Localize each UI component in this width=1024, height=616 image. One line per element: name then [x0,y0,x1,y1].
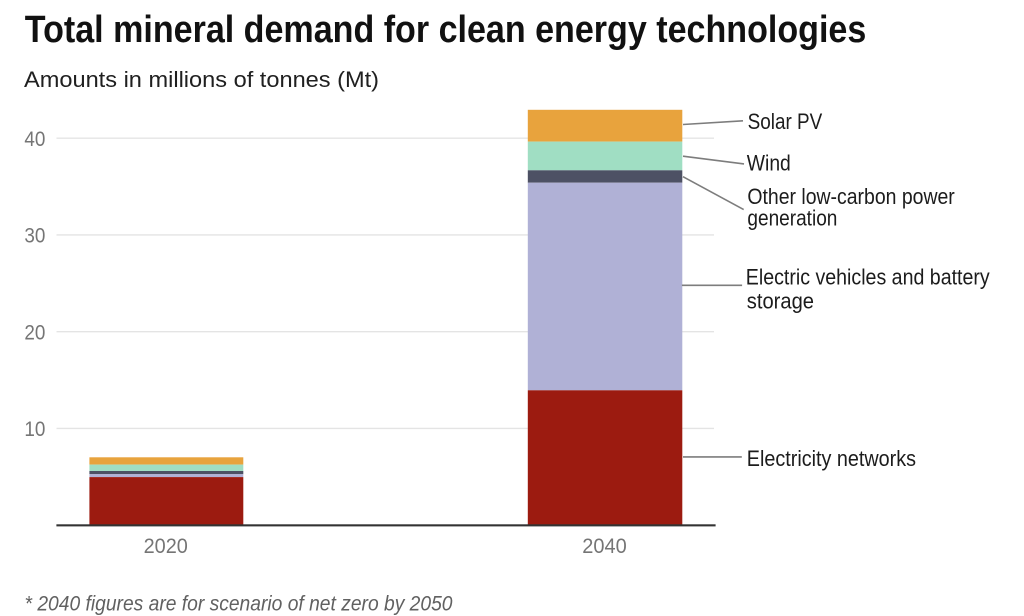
svg-text:generation: generation [747,206,837,231]
svg-text:2040: 2040 [582,533,626,558]
svg-text:Total mineral demand for clean: Total mineral demand for clean energy te… [25,9,867,51]
svg-text:20: 20 [24,320,45,344]
svg-text:* 2040 figures are for scenari: * 2040 figures are for scenario of net z… [25,592,453,615]
svg-text:30: 30 [24,224,45,248]
svg-text:Solar PV: Solar PV [748,109,823,134]
svg-text:Electricity networks: Electricity networks [747,446,916,471]
svg-text:10: 10 [24,417,45,441]
svg-text:2020: 2020 [144,533,188,558]
svg-text:Amounts in millions of tonnes: Amounts in millions of tonnes (Mt) [24,67,379,92]
svg-text:40: 40 [24,127,45,151]
svg-text:Electric vehicles and battery: Electric vehicles and battery [746,264,990,289]
svg-text:Wind: Wind [747,151,791,176]
svg-text:Other low-carbon power: Other low-carbon power [747,184,954,209]
svg-text:storage: storage [747,289,814,314]
